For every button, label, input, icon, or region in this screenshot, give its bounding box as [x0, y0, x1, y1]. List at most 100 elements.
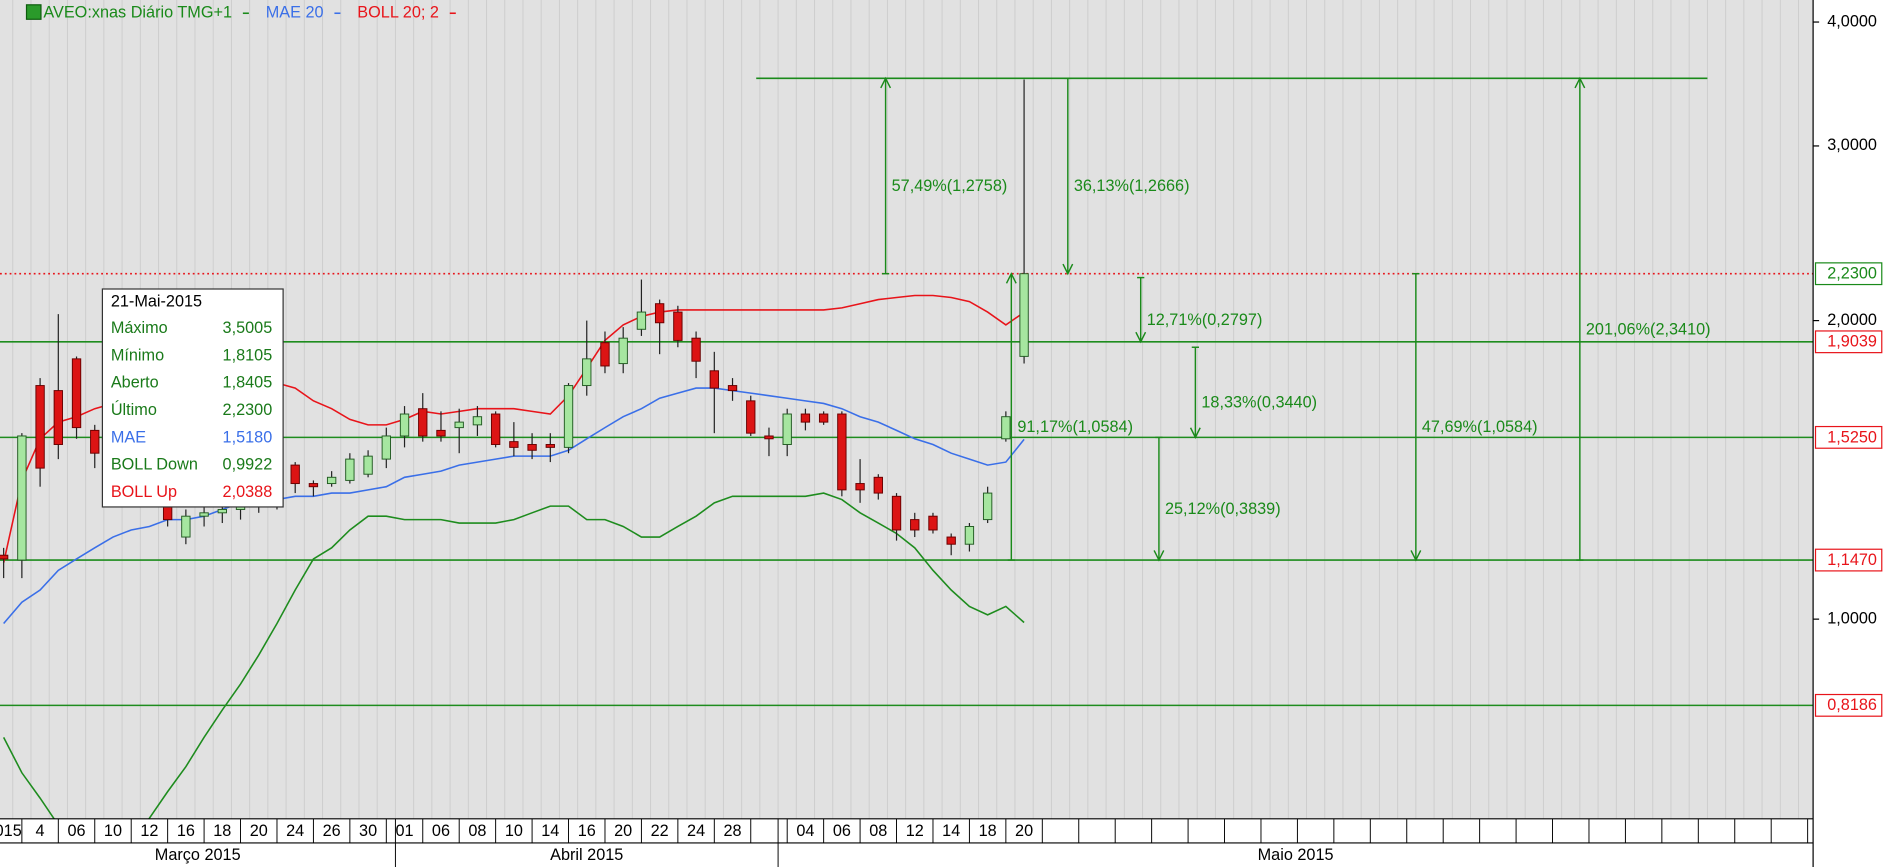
- x-tick-label: 2015: [0, 822, 22, 840]
- tooltip-label: BOLL Up: [111, 483, 177, 501]
- candle-body: [399, 413, 410, 437]
- x-tick-label: 20: [614, 822, 632, 840]
- level-label: 1,9039: [1827, 333, 1877, 351]
- measure-label: 201,06%(2,3410): [1586, 320, 1711, 338]
- candle-body: [290, 464, 300, 485]
- tooltip-label: Mínimo: [111, 346, 164, 364]
- measure-arrowhead: [1189, 427, 1201, 439]
- measure-arrowhead: [1062, 263, 1074, 276]
- x-tick-label: 28: [723, 822, 741, 840]
- measure-label: 36,13%(1,2666): [1074, 177, 1190, 195]
- candle-body: [800, 413, 811, 423]
- tooltip-label: BOLL Down: [111, 456, 198, 474]
- candle-body: [946, 536, 956, 545]
- candle-body: [691, 337, 701, 362]
- candle-body: [654, 303, 665, 324]
- candle-body: [181, 515, 191, 538]
- candle-body: [545, 444, 555, 448]
- measure-label: 25,12%(0,3839): [1165, 500, 1281, 518]
- candle-body: [53, 390, 63, 445]
- tooltip-label: Aberto: [111, 374, 159, 392]
- tooltip: 21-Mai-2015 Máximo 3,5005 Mínimo 1,8105 Abert…: [101, 288, 284, 508]
- candle-body: [928, 515, 938, 531]
- candle-body: [964, 526, 975, 545]
- candle-body: [1019, 273, 1029, 357]
- candle-body: [381, 435, 391, 460]
- candle-body: [727, 385, 738, 392]
- legend-entry: MAE 20: [266, 4, 324, 22]
- measure-arrowhead: [880, 76, 892, 89]
- level-label-box: [1814, 425, 1883, 449]
- level-label-box: [1814, 262, 1883, 286]
- measure-arrowhead: [1153, 550, 1165, 562]
- legend-icon: [25, 4, 42, 20]
- tooltip-label: Máximo: [111, 319, 168, 337]
- x-tick-label: 24: [286, 822, 304, 840]
- tooltip-label: Último: [111, 400, 157, 419]
- candle-body: [345, 458, 355, 481]
- y-tick-label: 4,0000: [1827, 12, 1877, 30]
- tooltip-value: 2,2300: [223, 401, 273, 419]
- x-tick-label: 26: [323, 822, 341, 840]
- x-tick-label: 18: [979, 822, 997, 840]
- tooltip-box: [101, 288, 284, 508]
- measure-arrowhead: [1574, 76, 1586, 89]
- month-label: Março 2015: [155, 846, 241, 864]
- measure-label: 91,17%(1,0584): [1017, 418, 1133, 436]
- legend-entry: AVEO:xnas Diário TMG+1: [43, 4, 232, 22]
- candle-body: [673, 311, 683, 341]
- level-label: 0,8186: [1827, 696, 1877, 714]
- x-tick-label: 14: [942, 822, 960, 840]
- measure-label: 12,71%(0,2797): [1147, 311, 1263, 329]
- legend: AVEO:xnas Diário TMG+1 MAE 20 BOLL 20; 2: [25, 4, 456, 22]
- annotations: 57,49%(1,2758) 36,13%(1,2666) 12,71%(0,279…: [756, 76, 1711, 562]
- x-tick-label: 20: [1015, 822, 1033, 840]
- candle-body: [600, 342, 610, 367]
- candle-body: [818, 413, 829, 423]
- x-tick-label: 4: [36, 822, 45, 840]
- candle-body: [363, 455, 373, 475]
- tooltip-value: 2,0388: [223, 483, 273, 501]
- candle-body: [891, 495, 902, 531]
- candle-body: [326, 476, 337, 485]
- month-label: Abril 2015: [550, 846, 623, 864]
- measure-label: 57,49%(1,2758): [892, 177, 1008, 195]
- x-tick-label: 22: [651, 822, 669, 840]
- candle-body: [71, 358, 82, 429]
- y-tick-label: 1,0000: [1827, 609, 1877, 627]
- tooltip-value: 1,8105: [223, 346, 273, 364]
- candle-body: [709, 370, 719, 389]
- measure-arrowhead: [1005, 272, 1017, 284]
- x-tick-label: 04: [796, 822, 814, 840]
- candle-body: [35, 385, 45, 469]
- candle-body: [563, 385, 574, 448]
- plot-background: [0, 0, 1814, 819]
- level-label-box: [1814, 548, 1883, 572]
- x-tick-label: 06: [67, 822, 85, 840]
- x-tick-label: 12: [906, 822, 924, 840]
- candle-body: [764, 435, 774, 440]
- indicator-line: [2, 492, 1025, 819]
- level-label: 1,1470: [1827, 551, 1877, 569]
- candle-body: [308, 483, 319, 488]
- x-tick-label: 06: [432, 822, 450, 840]
- candle-body: [618, 337, 628, 365]
- y-tick-label: 2,0000: [1827, 311, 1877, 329]
- candle-body: [17, 435, 27, 561]
- level-label-box: [1814, 693, 1883, 717]
- x-tick-label: 12: [140, 822, 158, 840]
- x-tick-label: 06: [833, 822, 851, 840]
- x-tick-label: 08: [869, 822, 887, 840]
- legend-entry: BOLL 20; 2: [357, 4, 439, 22]
- level-label: 1,5250: [1827, 428, 1877, 446]
- level-label: 2,2300: [1827, 265, 1877, 283]
- candle-body: [490, 413, 501, 445]
- tooltip-label: MAE: [111, 428, 146, 446]
- x-tick-label: 16: [578, 822, 596, 840]
- measure-label: 18,33%(0,3440): [1201, 393, 1317, 411]
- candle-body: [636, 311, 647, 330]
- tooltip-value: 1,5180: [223, 428, 273, 446]
- measure-label: 47,69%(1,0584): [1422, 418, 1538, 436]
- measure-arrowhead: [1410, 550, 1422, 562]
